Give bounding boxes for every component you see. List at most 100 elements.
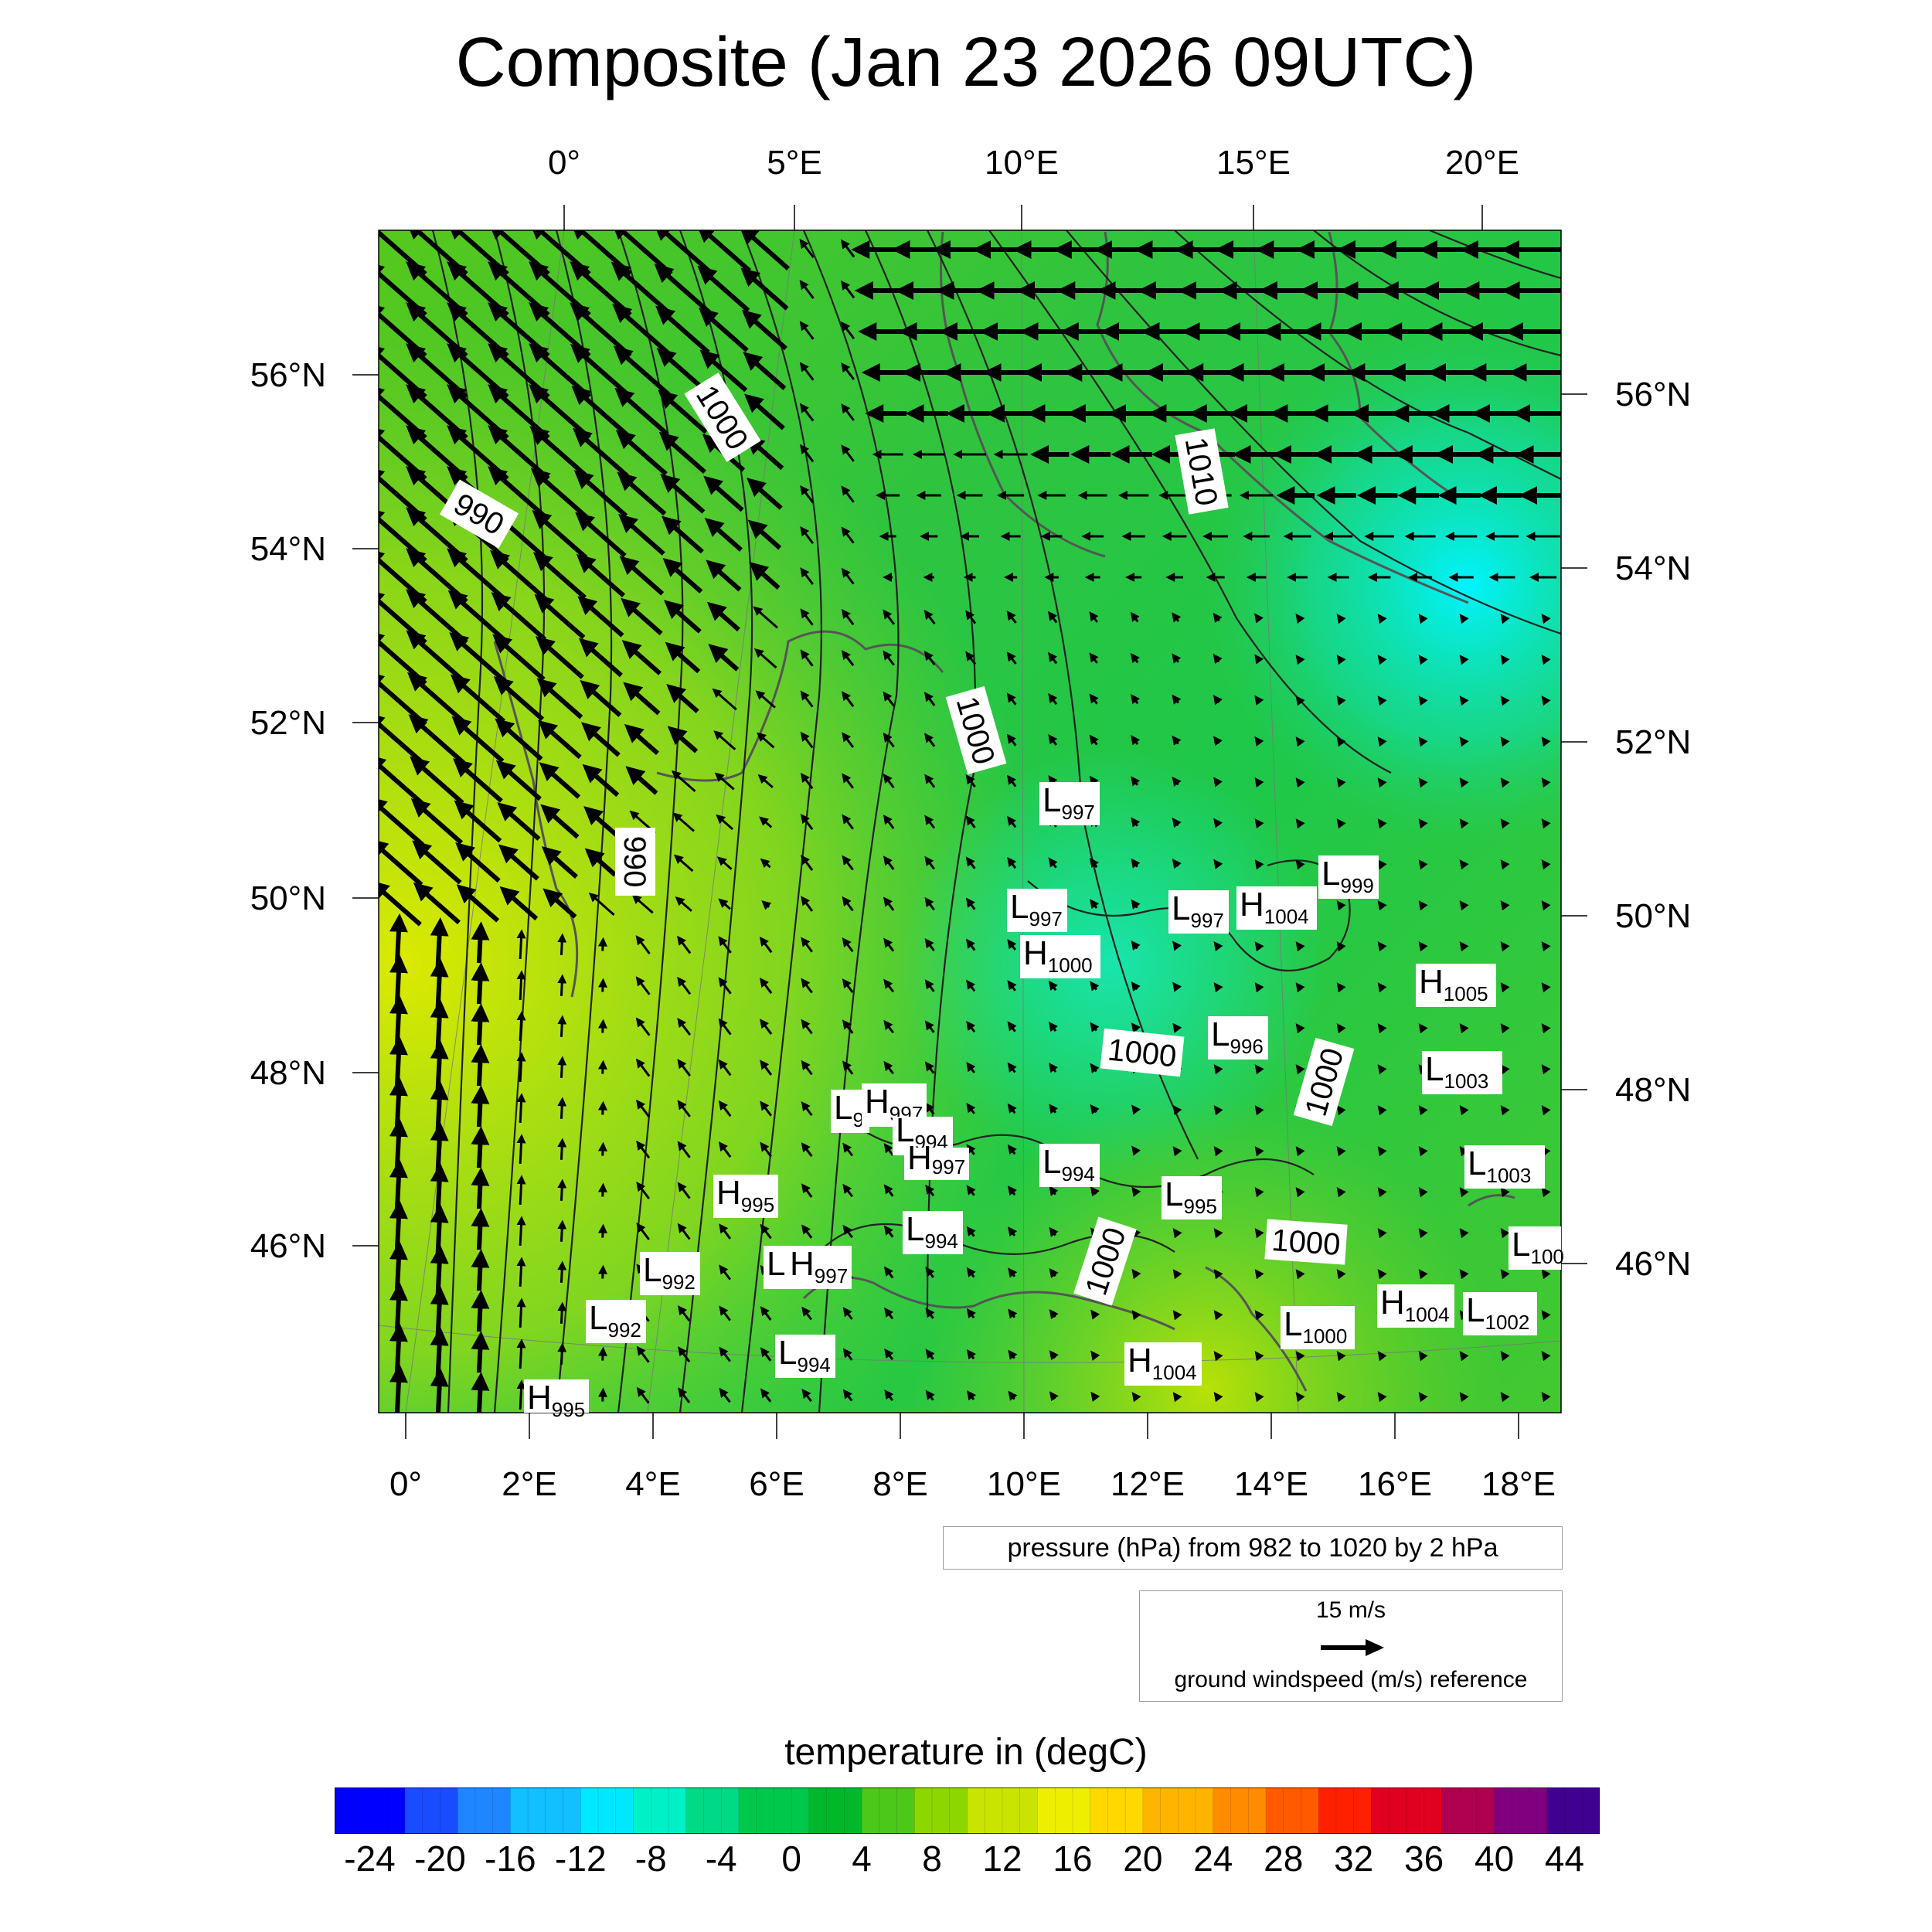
wind-arrow (662, 557, 703, 594)
wind-arrow (1090, 1063, 1100, 1073)
wind-arrow (716, 814, 734, 831)
right-lat-label: 56°N (1615, 376, 1691, 413)
colorbar-cell (1160, 1787, 1179, 1834)
wind-arrow (635, 935, 651, 954)
wind-arrow (760, 1100, 773, 1117)
wind-arrow (1172, 817, 1182, 828)
wind-arrow (800, 567, 814, 585)
pressure-center: H995 (713, 1174, 778, 1218)
wind-arrow (654, 264, 712, 315)
svg-text:L996: L996 (1211, 1015, 1264, 1058)
wind-arrow (801, 978, 813, 994)
wind-arrow (1500, 1351, 1510, 1362)
wind-arrow (924, 815, 936, 829)
svg-text:H1004: H1004 (1128, 1342, 1197, 1384)
wind-arrow (965, 610, 977, 624)
wind-arrow (617, 471, 667, 516)
wind-arrow (883, 1060, 894, 1075)
wind-arrow (1089, 652, 1099, 664)
wind-arrow (1377, 1228, 1387, 1239)
wind-arrow (966, 1144, 976, 1155)
wind-arrow (718, 1100, 732, 1117)
wind-arrow (801, 896, 814, 912)
wind-arrow (1459, 1269, 1469, 1280)
wind-arrow (412, 840, 462, 885)
colorbar-tick-label: 20 (1123, 1838, 1163, 1879)
wind-arrow (1500, 1228, 1510, 1239)
wind-arrow (1172, 612, 1182, 623)
wind-arrow (1049, 1104, 1059, 1114)
wind-arrow (1336, 1187, 1346, 1198)
wind-arrow (471, 1249, 490, 1291)
wind-arrow (580, 722, 621, 757)
wind-arrow (1090, 1186, 1100, 1197)
wind-arrow (800, 444, 815, 463)
colorbar-cell (791, 1787, 810, 1834)
wind-arrow (541, 845, 578, 879)
wind-arrow (471, 1085, 490, 1128)
wind-arrow (1008, 1267, 1018, 1278)
wind-arrow (1336, 1146, 1346, 1157)
isobar-label: 1000 (1100, 1028, 1185, 1077)
wind-arrow (1049, 1308, 1059, 1320)
wind-arrow (1500, 696, 1510, 706)
wind-arrow (1172, 1392, 1182, 1403)
wind-arrow (1254, 1064, 1264, 1075)
wind-arrow (534, 594, 586, 640)
wind-arrow (557, 1015, 567, 1037)
wind-arrow (965, 856, 976, 869)
wind-arrow (1007, 815, 1017, 828)
wind-arrow (883, 855, 895, 870)
wind-arrow (1213, 1392, 1223, 1403)
wind-arrow (584, 848, 617, 877)
colorbar-cell (685, 1787, 705, 1834)
wind-arrow (1130, 693, 1140, 705)
wind-arrow (966, 1020, 976, 1033)
colorbar-cell (580, 1787, 599, 1834)
colorbar-cell (1124, 1787, 1144, 1834)
wind-arrow (1500, 982, 1510, 993)
colorbar-cell (527, 1787, 546, 1834)
wind-arrow (1006, 774, 1017, 787)
wind-arrow (543, 888, 577, 919)
wind-arrow (447, 590, 509, 644)
wind-arrow (1541, 982, 1551, 993)
wind-arrow (1048, 734, 1058, 747)
wind-arrow (841, 526, 855, 544)
wind-arrow (800, 731, 814, 749)
wind-arrow (516, 1093, 526, 1124)
left-lat-label: 54°N (250, 530, 326, 568)
wind-arrow (1377, 900, 1387, 911)
wind-arrow (1049, 1391, 1059, 1402)
bottom-lon-label: 18°E (1481, 1465, 1556, 1503)
wind-arrow (966, 979, 976, 992)
wind-arrow (1295, 1351, 1305, 1362)
wind-arrow (883, 609, 896, 625)
wind-arrow (713, 730, 736, 750)
wind-arrow (597, 1019, 607, 1033)
wind-arrow (1090, 1391, 1100, 1402)
colorbar-cell (879, 1787, 898, 1834)
colorbar-cell (422, 1787, 441, 1834)
wind-arrow (1336, 982, 1346, 993)
colorbar-cell (844, 1787, 862, 1834)
wind-arrow (1213, 1228, 1223, 1239)
colorbar-ticks: -24 -20 -16 -12 -8 -4 0 4 8 12 16 20 24 28 32 36 40 44 (0, 1838, 1932, 1884)
wind-arrow (801, 1183, 813, 1198)
wind-arrow (499, 886, 539, 921)
wind-arrow (1418, 1269, 1428, 1280)
colorbar-cell (1564, 1787, 1583, 1834)
wind-arrow (1295, 736, 1305, 747)
wind-arrow (557, 1260, 567, 1283)
wind-arrow (800, 649, 814, 667)
wind-arrow (923, 651, 936, 665)
wind-arrow (759, 816, 773, 828)
colorbar-cell (563, 1787, 582, 1834)
colorbar-cell (1423, 1787, 1443, 1834)
wind-arrow (597, 1264, 607, 1279)
wind-arrow (1254, 695, 1264, 706)
svg-text:L992: L992 (589, 1299, 641, 1342)
pressure-center: H1004 (1236, 886, 1317, 930)
wind-arrow (576, 553, 626, 598)
wind-arrow (1459, 859, 1469, 870)
